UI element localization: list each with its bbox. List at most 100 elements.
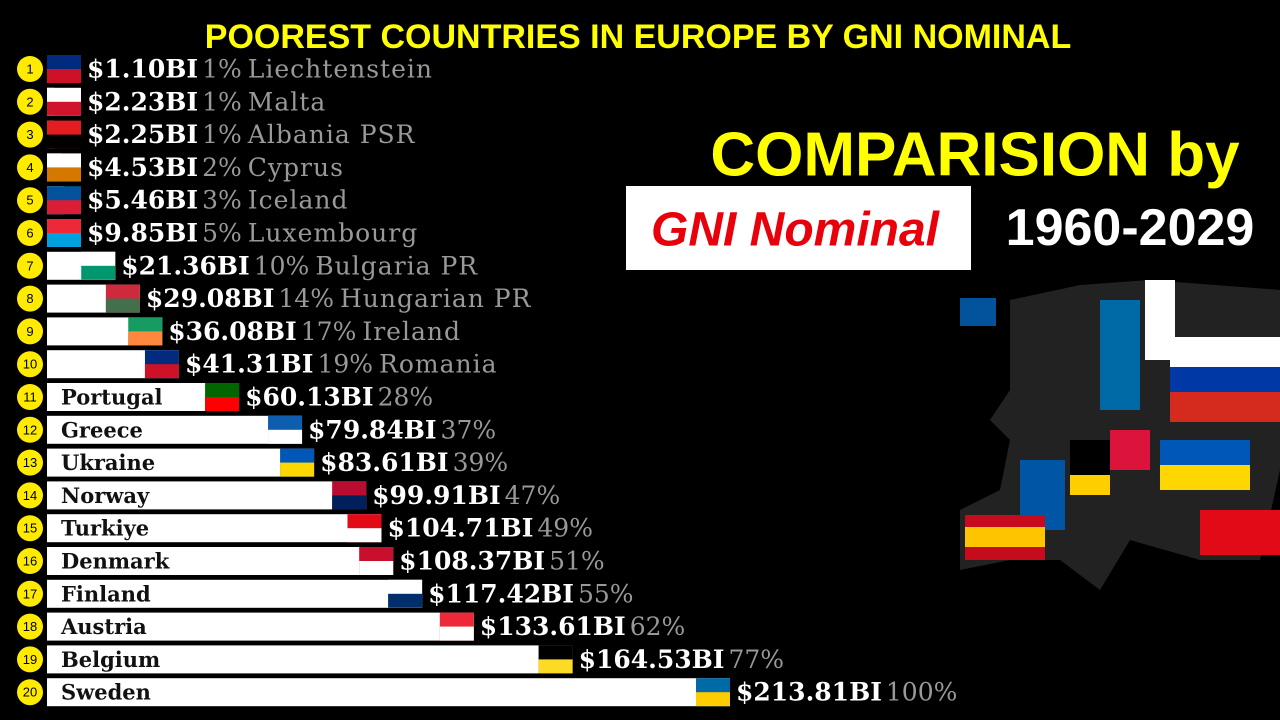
category-label: Liechtenstein (248, 55, 433, 84)
category-label: Malta (248, 87, 326, 116)
value-label: $79.84BI (308, 415, 437, 444)
value-label: $29.08BI (146, 284, 275, 313)
rank-label: 1 (26, 62, 33, 77)
category-label: Romania (379, 350, 498, 379)
flag (47, 233, 81, 247)
flag (332, 495, 367, 510)
rank-label: 9 (26, 324, 33, 339)
rank-label: 3 (26, 127, 33, 142)
rank-label: 2 (26, 94, 33, 109)
flag (388, 593, 423, 608)
flag (47, 167, 81, 182)
category-label: Greece (61, 417, 143, 442)
category-label: Albania PSR (247, 120, 416, 149)
value-label: $36.08BI (168, 317, 297, 346)
flag (347, 528, 382, 543)
share-label: 3% (202, 186, 242, 215)
value-label: $60.13BI (245, 383, 374, 412)
bar (47, 415, 303, 444)
rank-badge (17, 252, 43, 279)
flag (47, 101, 81, 116)
value-label: $108.37BI (399, 547, 545, 576)
flag (47, 134, 81, 149)
rank-label: 10 (23, 357, 37, 372)
highlight: GNI Nominal (651, 204, 941, 257)
rank-label: 13 (23, 455, 37, 470)
share-label: 17% (301, 317, 357, 346)
flag (268, 429, 303, 444)
chart-title: POOREST COUNTRIES IN EUROPE BY GNI NOMIN… (205, 18, 1071, 56)
flag (47, 69, 81, 83)
period: 1960-2029 (1006, 199, 1255, 257)
flag (81, 265, 116, 280)
flag (128, 331, 163, 346)
value-label: $117.42BI (428, 579, 574, 608)
flag (696, 692, 730, 707)
rank-badge (17, 154, 43, 181)
rank-badge (17, 548, 43, 574)
bar (47, 645, 573, 674)
share-label: 19% (317, 350, 373, 379)
subtitle: COMPARISION by (710, 121, 1240, 190)
value-label: $2.25BI (87, 120, 198, 149)
rank-badge (17, 679, 43, 706)
value-label: $1.10BI (87, 55, 198, 84)
bar (47, 514, 382, 543)
category-label: Hungarian PR (340, 284, 532, 313)
flag (280, 462, 315, 477)
share-label: 14% (278, 284, 334, 313)
rank-badge (17, 515, 43, 542)
category-label: Turkiye (61, 516, 149, 541)
value-label: $164.53BI (579, 645, 725, 674)
rank-label: 11 (23, 390, 37, 405)
bar (47, 448, 315, 477)
value-label: $21.36BI (121, 251, 250, 280)
flag (205, 397, 240, 411)
category-label: Iceland (248, 186, 349, 215)
share-label: 37% (441, 415, 497, 444)
share-label: 5% (202, 219, 242, 248)
rank-label: 12 (23, 422, 37, 437)
value-label: $2.23BI (87, 87, 198, 116)
value-label: $9.85BI (87, 219, 198, 248)
rank-label: 6 (26, 226, 33, 241)
value-label: $4.53BI (87, 153, 198, 182)
flag (105, 298, 140, 313)
share-label: 28% (378, 383, 434, 412)
rank-label: 7 (26, 258, 33, 273)
rank-label: 8 (26, 291, 33, 306)
rank-label: 18 (23, 619, 37, 634)
category-label: Luxembourg (248, 219, 418, 248)
value-label: $41.31BI (185, 350, 314, 379)
value-label: $133.61BI (480, 612, 626, 641)
value-label: $213.81BI (736, 678, 882, 707)
rank-label: 19 (23, 652, 37, 667)
category-label: Belgium (61, 647, 160, 672)
europe-map (960, 280, 1280, 590)
category-label: Ukraine (61, 450, 155, 475)
rank-badge (17, 646, 43, 673)
flag (439, 626, 474, 641)
bar (47, 678, 730, 707)
rank-badge (17, 580, 43, 607)
category-label: Norway (61, 483, 150, 508)
highlight-box (626, 186, 971, 270)
rank-label: 14 (23, 488, 37, 503)
rank-badge (17, 121, 43, 148)
value-label: $83.61BI (320, 448, 449, 477)
rank-label: 20 (23, 685, 37, 700)
bar (47, 481, 367, 510)
rank-badge (17, 318, 43, 345)
rank-label: 17 (23, 586, 37, 601)
rank-badge (17, 56, 43, 82)
rank-badge (17, 613, 43, 640)
rank-badge (17, 187, 43, 214)
share-label: 39% (453, 448, 509, 477)
bar (47, 579, 423, 608)
share-label: 62% (630, 612, 686, 641)
share-label: 47% (505, 481, 561, 510)
share-label: 51% (549, 547, 605, 576)
share-label: 77% (728, 645, 784, 674)
share-label: 100% (886, 678, 957, 707)
